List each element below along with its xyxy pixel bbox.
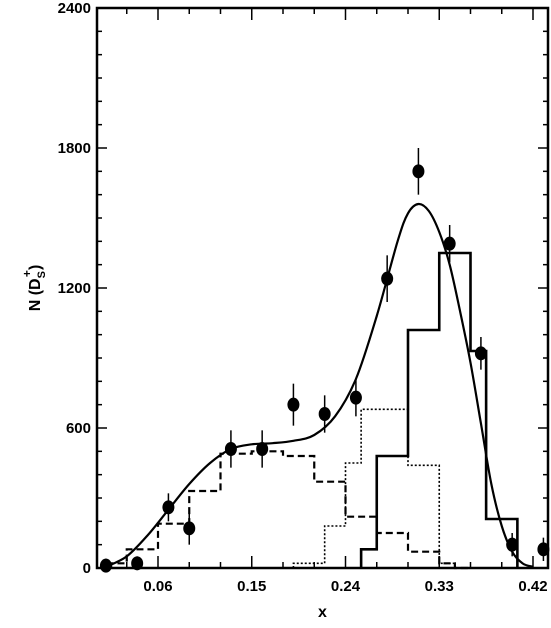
y-tick-label: 0	[83, 560, 91, 577]
data-point	[183, 521, 196, 536]
x-tick-label: 0.33	[425, 578, 454, 595]
histogram-path	[359, 251, 519, 568]
y-tick-label: 2400	[58, 0, 91, 17]
y-axis-label-close: )	[27, 265, 44, 270]
data-point	[287, 397, 300, 412]
histogram-solid	[359, 251, 519, 568]
axis-ticks	[97, 7, 548, 569]
data-point	[474, 346, 487, 361]
data-point	[349, 390, 362, 405]
x-tick-label: 0.24	[331, 578, 361, 595]
x-tick-label: 0.06	[143, 578, 172, 595]
data-point	[224, 442, 237, 456]
y-tick-label: 600	[66, 420, 91, 437]
data-point	[537, 542, 550, 557]
y-tick-label: 1200	[58, 280, 91, 297]
y-axis-label-sup: +	[20, 270, 34, 277]
data-point	[412, 164, 425, 179]
data-points	[99, 148, 550, 573]
data-point	[99, 558, 112, 573]
y-tick-label: 1800	[58, 140, 91, 157]
data-point	[131, 556, 144, 571]
x-tick-label: 0.15	[237, 578, 266, 595]
y-axis-label-main: N (D	[27, 278, 44, 311]
x-tick-label: 0.42	[518, 578, 547, 595]
tick-labels: 0 600 1200 1800 2400 0.06 0.15 0.24 0.33 0.42	[58, 0, 548, 595]
data-point	[506, 537, 519, 552]
data-point	[162, 500, 175, 515]
y-axis-label: N (DS+)	[20, 265, 48, 312]
histogram-path	[292, 408, 471, 569]
plot-frame	[95, 6, 550, 570]
data-point	[318, 407, 331, 421]
y-axis-label-sub: S	[36, 271, 48, 278]
histogram-dotted	[292, 408, 471, 569]
x-axis-label: x	[318, 604, 327, 621]
data-point	[256, 442, 269, 456]
data-point	[381, 271, 394, 286]
data-point	[443, 236, 456, 251]
